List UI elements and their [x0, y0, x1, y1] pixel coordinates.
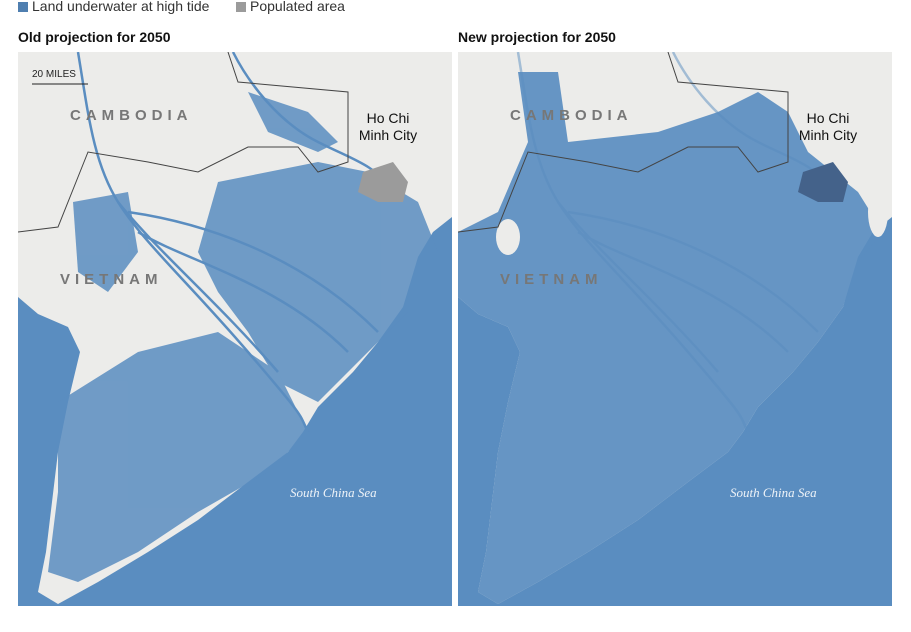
city-label: Ho Chi: [807, 110, 850, 126]
city-label: Ho Chi: [367, 110, 410, 126]
sea-label: South China Sea: [290, 485, 377, 500]
legend-label: Land underwater at high tide: [32, 0, 210, 14]
scale-label: 20 MILES: [32, 69, 76, 80]
city-label: Minh City: [359, 127, 417, 143]
legend-swatch: [18, 2, 28, 12]
panel-title: Old projection for 2050: [18, 29, 171, 45]
map-new: CAMBODIA VIETNAM Ho Chi Minh City South …: [458, 52, 892, 606]
legend-swatch: [236, 2, 246, 12]
panel-title: New projection for 2050: [458, 29, 616, 45]
city-label: Minh City: [799, 127, 857, 143]
country-label: VIETNAM: [60, 271, 163, 288]
country-label: VIETNAM: [500, 271, 603, 288]
legend-label: Populated area: [250, 0, 345, 14]
map-old: 20 MILES CAMBODIA VIETNAM Ho Chi Minh Ci…: [18, 52, 452, 606]
sea-label: South China Sea: [730, 485, 817, 500]
country-label: CAMBODIA: [510, 107, 633, 124]
country-label: CAMBODIA: [70, 107, 193, 124]
